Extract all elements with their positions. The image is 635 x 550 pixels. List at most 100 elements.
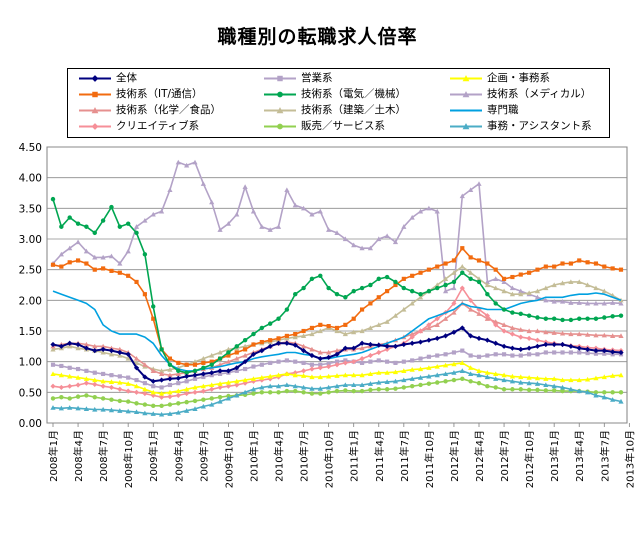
data-point: [559, 330, 566, 336]
series-9: [50, 285, 624, 400]
data-point: [351, 329, 357, 335]
data-point: [175, 409, 181, 415]
data-point: [342, 372, 348, 378]
data-point: [75, 221, 81, 226]
data-point: [134, 377, 139, 383]
data-point: [117, 352, 123, 358]
legend-marker-shape: [91, 75, 99, 82]
y-tick-label: 3.00: [19, 234, 42, 246]
data-point: [242, 377, 248, 383]
legend-label: 技術系（化学／食品）: [116, 104, 221, 116]
data-point: [442, 333, 449, 339]
data-point: [426, 373, 432, 379]
data-point: [460, 376, 465, 382]
x-tick-label: 2010年7月: [298, 430, 311, 482]
data-point: [359, 328, 365, 334]
data-point: [618, 333, 624, 338]
series-11: [50, 368, 624, 417]
data-point: [167, 367, 173, 372]
legend-label: 営業系: [301, 72, 333, 84]
data-point: [192, 376, 198, 381]
data-point: [417, 339, 424, 345]
data-point: [267, 227, 273, 232]
data-point: [443, 261, 448, 266]
data-point: [225, 379, 232, 385]
data-point: [225, 395, 232, 401]
data-point: [601, 332, 607, 338]
data-point: [526, 345, 532, 351]
data-point: [367, 371, 374, 377]
data-point: [593, 351, 599, 356]
data-point: [234, 356, 240, 361]
data-point: [133, 409, 140, 415]
data-point: [501, 276, 507, 281]
data-point: [527, 270, 532, 275]
data-point: [459, 264, 465, 269]
data-point: [543, 316, 549, 321]
legend-label: 技術系（IT/通信）: [116, 88, 203, 100]
data-point: [100, 406, 106, 412]
data-point: [84, 261, 89, 266]
data-point: [242, 337, 248, 343]
data-point: [108, 345, 115, 351]
data-point: [284, 358, 289, 363]
data-point: [460, 246, 465, 251]
data-point: [50, 341, 56, 348]
legend-label: クリエイティブ系: [116, 120, 200, 132]
data-point: [117, 379, 123, 385]
data-point: [576, 377, 582, 383]
data-point: [618, 390, 624, 395]
data-point: [468, 333, 474, 339]
data-point: [484, 370, 490, 375]
data-point: [184, 162, 190, 168]
data-point: [167, 394, 173, 400]
data-point: [176, 401, 181, 406]
data-point: [50, 346, 56, 352]
data-point: [493, 285, 499, 291]
data-point: [509, 345, 516, 351]
data-point: [584, 346, 591, 352]
data-point: [167, 376, 173, 382]
data-point: [192, 359, 198, 364]
data-point: [551, 298, 557, 304]
data-point: [326, 384, 332, 390]
legend-marker: [79, 107, 111, 114]
data-point: [434, 335, 440, 341]
data-point: [133, 360, 140, 365]
data-point: [301, 390, 306, 395]
legend-marker: [264, 91, 296, 98]
data-point: [318, 362, 323, 367]
data-point: [534, 381, 541, 386]
data-point: [509, 325, 516, 331]
legend-label: 技術系（建築／土木）: [301, 104, 406, 116]
data-point: [526, 290, 532, 296]
data-point: [368, 301, 373, 306]
series-2: [50, 360, 624, 396]
data-point: [251, 364, 256, 369]
data-point: [225, 368, 232, 374]
data-point: [568, 300, 574, 305]
x-tick-label: 2012年1月: [448, 430, 461, 482]
data-point: [384, 346, 390, 352]
data-point: [417, 366, 424, 372]
data-point: [401, 306, 407, 312]
data-point: [543, 341, 549, 348]
data-point: [234, 344, 239, 349]
data-point: [551, 383, 557, 389]
data-point: [568, 350, 573, 355]
data-point: [92, 254, 98, 260]
data-point: [451, 361, 457, 367]
data-point: [50, 362, 56, 367]
data-point: [117, 224, 123, 229]
data-point: [376, 276, 381, 282]
data-point: [117, 374, 122, 379]
data-point: [142, 292, 147, 297]
data-point: [351, 316, 356, 321]
y-tick-label: 1.00: [19, 357, 42, 369]
data-point: [58, 251, 64, 257]
legend-marker: [450, 91, 482, 98]
data-point: [376, 349, 382, 356]
data-point: [125, 351, 131, 357]
data-point: [201, 374, 206, 380]
